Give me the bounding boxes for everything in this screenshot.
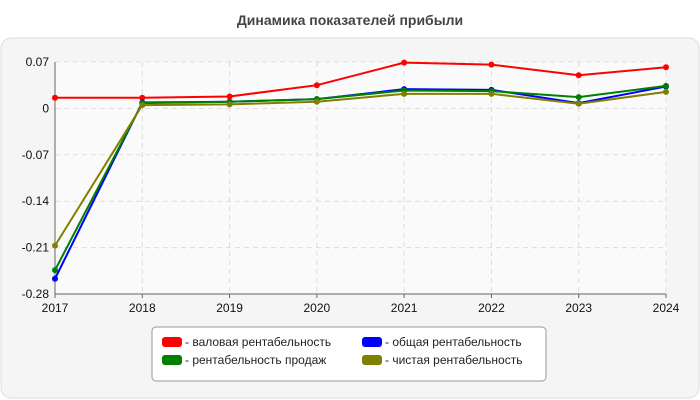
series-line bbox=[55, 61, 667, 99]
data-point bbox=[52, 267, 58, 274]
series-group bbox=[52, 59, 669, 282]
y-tick-label: -0.07 bbox=[22, 148, 50, 162]
data-point bbox=[663, 82, 669, 89]
legend-box bbox=[151, 326, 547, 382]
data-point bbox=[663, 64, 669, 71]
y-tick-label: 0.07 bbox=[26, 55, 50, 69]
data-point bbox=[575, 94, 582, 101]
series-4 bbox=[52, 88, 669, 249]
series-line bbox=[54, 90, 667, 247]
y-tick-label: -0.21 bbox=[22, 241, 50, 255]
data-point bbox=[401, 90, 408, 97]
legend-label: - рентабельность продаж bbox=[185, 353, 326, 367]
data-point bbox=[313, 98, 320, 105]
x-tick-label: 2021 bbox=[391, 301, 418, 315]
x-tick-label: 2017 bbox=[42, 301, 69, 315]
data-point bbox=[488, 90, 495, 97]
legend-swatch bbox=[362, 355, 382, 365]
data-point bbox=[488, 61, 495, 68]
data-point bbox=[139, 102, 146, 109]
legend: - валовая рентабельность - общая рентабел… bbox=[151, 326, 547, 382]
data-point bbox=[226, 93, 233, 100]
legend-swatch bbox=[162, 337, 182, 347]
chart-title: Динамика показателей прибыли bbox=[236, 12, 464, 28]
data-point bbox=[313, 82, 320, 89]
data-point bbox=[226, 101, 233, 108]
y-tick-label: 0 bbox=[42, 101, 49, 115]
legend-swatch bbox=[162, 355, 182, 365]
x-tick-label: 2024 bbox=[653, 301, 680, 315]
data-point bbox=[663, 88, 669, 95]
data-point bbox=[139, 94, 146, 101]
data-point bbox=[401, 59, 408, 66]
legend-label: - общая рентабельность bbox=[385, 335, 522, 349]
x-tick-label: 2022 bbox=[478, 301, 505, 315]
data-point bbox=[575, 72, 582, 79]
y-tick-label: -0.14 bbox=[22, 194, 50, 208]
series-1 bbox=[52, 59, 669, 101]
x-tick-label: 2018 bbox=[129, 301, 156, 315]
legend-label: - чистая рентабельность bbox=[385, 353, 522, 367]
x-tick-label: 2023 bbox=[565, 301, 592, 315]
legend-label: - валовая рентабельность bbox=[185, 335, 331, 349]
data-point bbox=[52, 94, 58, 101]
y-tick-label: -0.28 bbox=[22, 287, 50, 301]
data-point bbox=[575, 100, 582, 107]
x-tick-label: 2020 bbox=[304, 301, 331, 315]
series-line bbox=[54, 84, 667, 271]
data-point bbox=[52, 275, 58, 282]
x-tick-label: 2019 bbox=[216, 301, 243, 315]
legend-swatch bbox=[362, 337, 382, 347]
data-point bbox=[52, 242, 58, 249]
